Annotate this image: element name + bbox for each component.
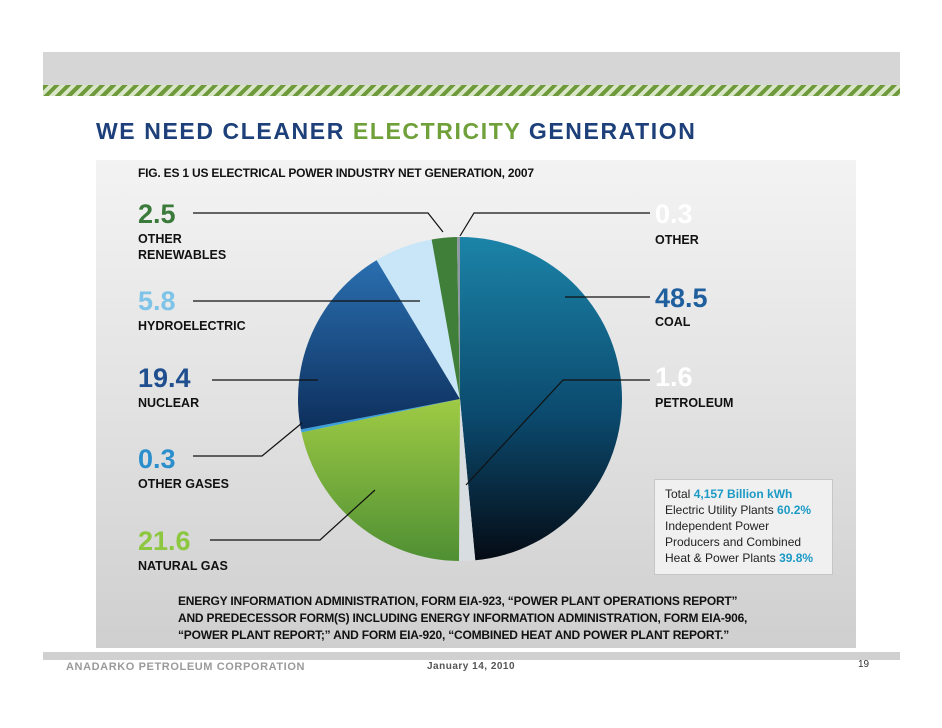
leader-line-natural-gas <box>210 489 376 541</box>
info-ipp-line2: Producers and Combined <box>665 535 802 549</box>
title-accent: ELECTRICITY <box>352 118 521 144</box>
title-part2: GENERATION <box>520 118 697 144</box>
info-ipp-line3: Heat & Power Plants 39.8% <box>665 550 832 566</box>
info-total-line: Total 4,157 Billion kWh <box>665 486 832 502</box>
value-hydroelectric: 5.8 <box>138 286 176 316</box>
chart-title: FIG. ES 1 US ELECTRICAL POWER INDUSTRY N… <box>138 166 534 180</box>
value-other: 0.3 <box>655 199 693 229</box>
header-stripe <box>43 85 900 96</box>
info-utility-label: Electric Utility Plants <box>665 503 778 517</box>
value-nuclear: 19.4 <box>138 363 191 393</box>
pie-slice-natural-gas <box>301 399 460 561</box>
pie-slice-hydroelectric <box>376 239 460 399</box>
value-petroleum: 1.6 <box>655 362 693 392</box>
title-part1: WE NEED CLEANER <box>96 118 353 144</box>
header-bar <box>43 52 900 85</box>
total-info-box: Total 4,157 Billion kWh Electric Utility… <box>654 479 833 575</box>
source-line1: ENERGY INFORMATION ADMINISTRATION, FORM … <box>178 594 738 608</box>
label-other-gases: OTHER GASES <box>138 477 229 491</box>
footer-company: ANADARKO PETROLEUM CORPORATION <box>66 661 306 673</box>
value-other-gases: 0.3 <box>138 444 176 474</box>
source-line2: AND PREDECESSOR FORM(S) INCLUDING ENERGY… <box>178 611 748 625</box>
page-number: 19 <box>858 659 870 670</box>
pie-slice-coal <box>460 237 622 561</box>
pie-slice-other-renewables <box>431 237 460 399</box>
footer-bar <box>43 652 900 660</box>
info-utility-line: Electric Utility Plants 60.2% <box>665 502 832 518</box>
label-petroleum: PETROLEUM <box>655 396 734 410</box>
leader-line-other-renewables <box>193 212 444 233</box>
value-other-renewables: 2.5 <box>138 199 176 229</box>
pie-slice-other-gases <box>300 399 460 433</box>
info-ipp-label: Heat & Power Plants <box>665 551 780 565</box>
leader-line-other <box>459 212 650 237</box>
label-hydroelectric: HYDROELECTRIC <box>138 319 246 333</box>
source-line3: “POWER PLANT REPORT;” AND FORM EIA-920, … <box>178 628 730 642</box>
slide-title: WE NEED CLEANER ELECTRICITY GENERATION <box>96 118 697 145</box>
pie-slice-other <box>456 237 460 399</box>
label-other-renewables: OTHER RENEWABLES <box>138 232 227 262</box>
info-ipp-value: 39.8% <box>779 551 814 565</box>
value-natural-gas: 21.6 <box>138 526 191 556</box>
pie-slice-nuclear <box>297 260 460 430</box>
label-other: OTHER <box>655 233 699 247</box>
leader-line-petroleum <box>465 379 650 486</box>
source-note: ENERGY INFORMATION ADMINISTRATION, FORM … <box>178 593 747 644</box>
label-natural-gas: NATURAL GAS <box>138 559 228 573</box>
label-nuclear: NUCLEAR <box>138 396 200 410</box>
info-total-label: Total <box>665 487 694 501</box>
leader-line-other-gases <box>193 422 303 457</box>
pie-slice-petroleum <box>458 399 476 562</box>
footer-date: January 14, 2010 <box>427 661 516 672</box>
value-coal: 48.5 <box>655 283 708 313</box>
info-ipp-line1: Independent Power <box>665 519 770 533</box>
info-utility-value: 60.2% <box>777 503 812 517</box>
label-coal: COAL <box>655 315 691 329</box>
info-total-value: 4,157 Billion kWh <box>693 487 793 501</box>
